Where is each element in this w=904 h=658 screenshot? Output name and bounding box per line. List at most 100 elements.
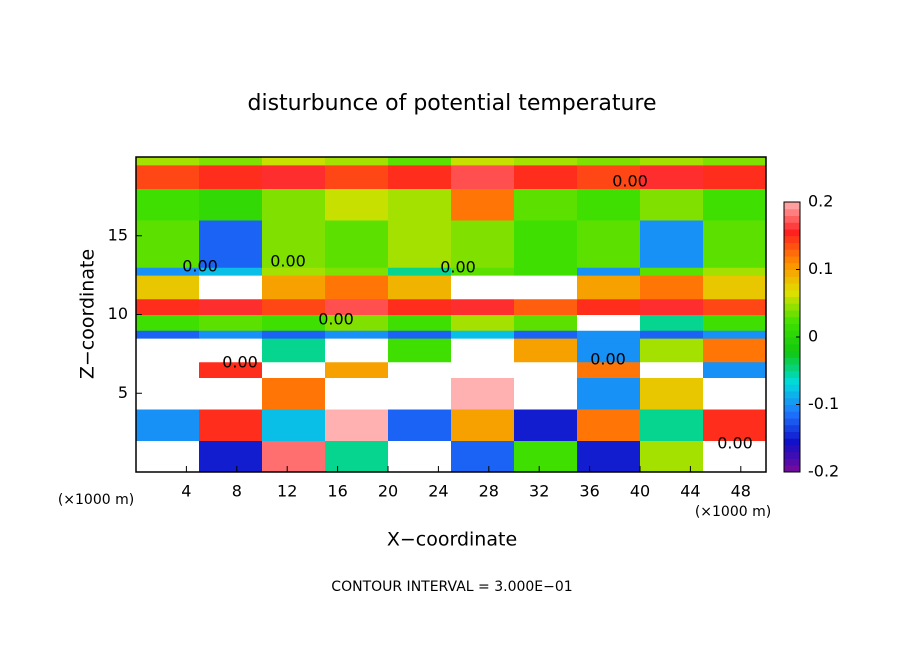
heat-cell (199, 188, 263, 221)
heat-cell (136, 298, 200, 315)
heat-cell (262, 338, 326, 363)
heat-cell (388, 164, 452, 189)
heat-cell (388, 275, 452, 300)
heat-cell (262, 275, 326, 300)
heat-cell (325, 314, 389, 331)
chart-title: disturbunce of potential temperature (248, 91, 657, 116)
heat-cell (262, 314, 326, 331)
contour-label: 0.00 (318, 310, 354, 329)
colorbar-segment (784, 424, 800, 432)
heat-cell (199, 314, 263, 331)
y-axis-label: Z−coordinate (77, 249, 99, 379)
heat-cell (388, 377, 452, 410)
heat-cell (388, 338, 452, 363)
heat-cell (451, 275, 515, 300)
heat-cell (199, 330, 263, 339)
x-tick-label: 4 (181, 482, 191, 501)
heat-cell (262, 220, 326, 268)
heat-cell (577, 188, 641, 221)
colorbar-segment (784, 350, 800, 358)
heat-cell (136, 361, 200, 378)
heat-cell (577, 440, 641, 473)
heat-cell (262, 409, 326, 441)
heat-cell (325, 409, 389, 441)
x-tick-label: 32 (529, 482, 549, 501)
colorbar-segment (784, 377, 800, 385)
heat-cell (325, 188, 389, 221)
heat-cell (577, 409, 641, 441)
heat-cell (325, 157, 389, 166)
heat-cell (388, 440, 452, 473)
heat-cell (514, 330, 578, 339)
heat-cell (199, 267, 263, 276)
heat-cell (136, 164, 200, 189)
heat-cell (703, 220, 767, 268)
contour-label: 0.00 (222, 353, 258, 372)
heat-cell (325, 164, 389, 189)
heat-cell (640, 338, 704, 363)
heat-cell (640, 275, 704, 300)
colorbar-segment (784, 249, 800, 257)
colorbar-segment (784, 262, 800, 270)
heat-cell (199, 440, 263, 473)
colorbar-segment (784, 411, 800, 419)
heat-cell (703, 440, 767, 473)
x-unit-label: (×1000 m) (695, 504, 771, 520)
heat-cell (640, 314, 704, 331)
heat-cell (577, 338, 641, 363)
heat-cell (703, 361, 767, 378)
heat-cell (640, 220, 704, 268)
heat-cell (388, 298, 452, 315)
colorbar-segment (784, 458, 800, 466)
colorbar-segment (784, 337, 800, 345)
colorbar-segment (784, 276, 800, 284)
heat-cell (136, 377, 200, 410)
heat-cell (451, 157, 515, 166)
colorbar-segment (784, 391, 800, 399)
heat-cell (514, 314, 578, 331)
heat-cell (514, 338, 578, 363)
heat-cell (577, 164, 641, 189)
x-tick-label: 8 (232, 482, 242, 501)
colorbar-segment (784, 296, 800, 304)
heat-cell (514, 188, 578, 221)
heat-cell (388, 188, 452, 221)
heat-cell (325, 275, 389, 300)
heat-cell (262, 440, 326, 473)
x-tick-label: 44 (680, 482, 700, 501)
heat-cell (514, 298, 578, 315)
colorbar-segment (784, 330, 800, 338)
heat-cell (703, 157, 767, 166)
contour-label: 0.00 (717, 434, 753, 453)
colorbar-segment (784, 357, 800, 365)
heat-cell (325, 298, 389, 315)
heat-cell (199, 298, 263, 315)
heat-cell (136, 314, 200, 331)
colorbar-segment (784, 384, 800, 392)
y-tick-label: 10 (108, 304, 128, 323)
heat-cell (703, 164, 767, 189)
heat-cell (577, 377, 641, 410)
heat-cell (388, 220, 452, 268)
heat-cell (514, 164, 578, 189)
heat-cell (577, 157, 641, 166)
heat-cell (514, 377, 578, 410)
colorbar-segment (784, 303, 800, 311)
heat-cell (640, 298, 704, 315)
contour-label: 0.00 (270, 252, 306, 271)
heat-cell (451, 314, 515, 331)
heat-cell (451, 164, 515, 189)
x-tick-label: 28 (479, 482, 499, 501)
heat-cell (703, 314, 767, 331)
heat-cell (703, 267, 767, 276)
colorbar-segment (784, 256, 800, 264)
colorbar-tick-label: -0.1 (808, 394, 839, 413)
contour-label: 0.00 (440, 258, 476, 277)
footer-note: CONTOUR INTERVAL = 3.000E−01 (331, 579, 572, 595)
heat-cell (136, 188, 200, 221)
colorbar-tick-label: 0.1 (808, 259, 833, 278)
heat-cell (388, 314, 452, 331)
colorbar-segment (784, 202, 800, 210)
